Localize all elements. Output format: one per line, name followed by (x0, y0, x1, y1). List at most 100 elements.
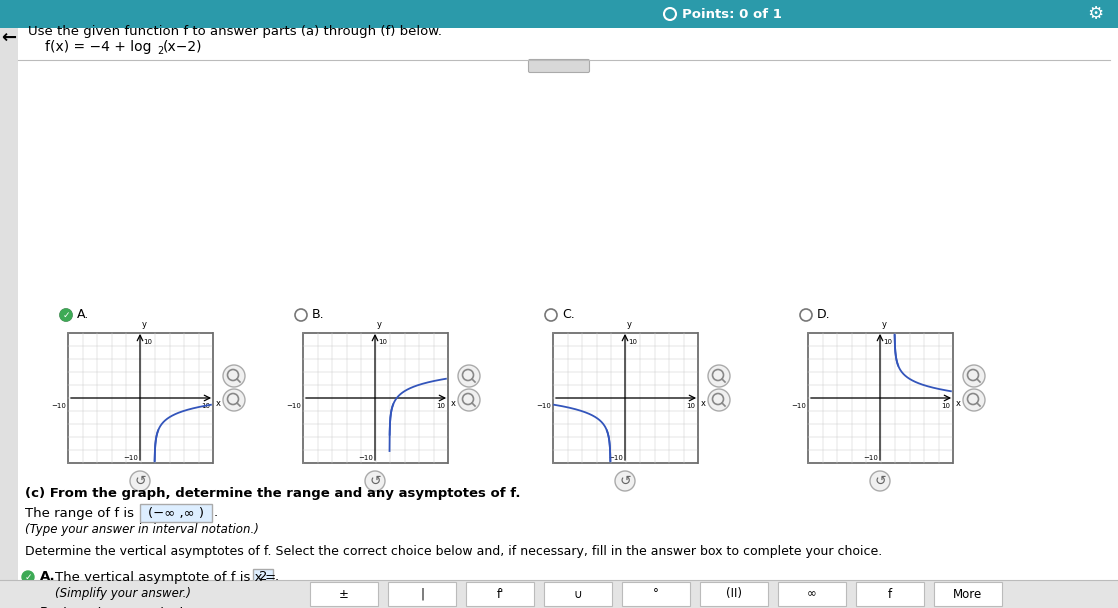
Circle shape (963, 389, 985, 411)
Text: 10: 10 (143, 339, 152, 345)
Text: ∞: ∞ (807, 587, 817, 601)
Text: −10: −10 (537, 403, 551, 409)
Circle shape (708, 365, 730, 387)
Text: y: y (882, 320, 887, 329)
Text: −10: −10 (792, 403, 806, 409)
Text: x: x (451, 399, 456, 408)
Circle shape (22, 607, 34, 608)
Bar (778, 582, 846, 606)
Bar (388, 582, 456, 606)
Bar (622, 582, 690, 606)
Text: x: x (956, 399, 961, 408)
Text: 10: 10 (201, 403, 210, 409)
Circle shape (458, 365, 480, 387)
Text: 10: 10 (941, 403, 950, 409)
Circle shape (295, 309, 307, 321)
Text: (Simplify your answer.): (Simplify your answer.) (55, 587, 191, 599)
Text: Use the given function f to answer parts (a) through (f) below.: Use the given function f to answer parts… (28, 26, 442, 38)
Text: Determine the vertical asymptotes of f. Select the correct choice below and, if : Determine the vertical asymptotes of f. … (25, 545, 882, 558)
Text: (c) From the graph, determine the range and any asymptotes of f.: (c) From the graph, determine the range … (25, 486, 521, 500)
Text: (−∞ ,∞ ): (−∞ ,∞ ) (148, 506, 203, 519)
Text: 10: 10 (436, 403, 445, 409)
Text: 10: 10 (378, 339, 387, 345)
Text: More: More (954, 587, 983, 601)
Circle shape (130, 471, 150, 491)
Text: ↺: ↺ (874, 474, 885, 488)
Text: ⚙: ⚙ (1087, 5, 1103, 23)
Text: x: x (216, 399, 221, 408)
Circle shape (708, 389, 730, 411)
Bar (0, 580, 1118, 608)
Text: (Type your answer in interval notation.): (Type your answer in interval notation.) (25, 523, 259, 536)
Bar (68, 333, 214, 463)
Bar (934, 582, 1002, 606)
Text: −10: −10 (608, 455, 623, 461)
Circle shape (544, 309, 557, 321)
Bar (808, 333, 953, 463)
Text: C.: C. (562, 308, 575, 322)
Text: −10: −10 (123, 455, 138, 461)
Text: The range of f is: The range of f is (25, 506, 139, 519)
Text: ↺: ↺ (619, 474, 631, 488)
Circle shape (222, 389, 245, 411)
Bar (700, 582, 768, 606)
Text: 10: 10 (686, 403, 695, 409)
Text: 2: 2 (157, 46, 163, 55)
Text: B.: B. (40, 607, 54, 608)
Text: f': f' (496, 587, 504, 601)
Text: ↺: ↺ (369, 474, 381, 488)
Circle shape (963, 365, 985, 387)
Text: A.: A. (40, 570, 56, 584)
Text: B.: B. (312, 308, 324, 322)
Circle shape (60, 309, 72, 321)
Text: °: ° (653, 587, 659, 601)
Text: Points: 0 of 1: Points: 0 of 1 (682, 7, 781, 21)
Text: −10: −10 (358, 455, 373, 461)
Circle shape (222, 365, 245, 387)
Text: y: y (377, 320, 382, 329)
Circle shape (22, 571, 34, 583)
FancyBboxPatch shape (529, 60, 589, 72)
Text: 10: 10 (628, 339, 637, 345)
Text: −10: −10 (863, 455, 878, 461)
Text: .: . (275, 570, 280, 584)
Text: y: y (627, 320, 632, 329)
Text: f(x) = −4 + log: f(x) = −4 + log (45, 40, 152, 54)
Text: ✓: ✓ (63, 311, 69, 319)
Text: ↺: ↺ (134, 474, 145, 488)
Text: ←: ← (1, 29, 17, 47)
Bar (0, 0, 1118, 28)
Text: .: . (214, 506, 218, 519)
Bar (544, 582, 612, 606)
Text: (II): (II) (726, 587, 742, 601)
Bar (310, 582, 378, 606)
Text: ✓: ✓ (25, 573, 31, 581)
Circle shape (364, 471, 385, 491)
Bar (140, 504, 212, 522)
Bar (253, 569, 273, 585)
Text: D.: D. (817, 308, 831, 322)
Circle shape (615, 471, 635, 491)
Bar (303, 333, 448, 463)
Text: x: x (701, 399, 705, 408)
Text: −10: −10 (286, 403, 301, 409)
Text: 10: 10 (883, 339, 892, 345)
Text: |: | (420, 587, 424, 601)
Bar (0, 28, 18, 580)
Text: y: y (142, 320, 146, 329)
Circle shape (458, 389, 480, 411)
Text: There is no vertical asymptote.: There is no vertical asymptote. (55, 607, 263, 608)
Text: −10: −10 (51, 403, 66, 409)
Text: A.: A. (77, 308, 89, 322)
Text: ±: ± (339, 587, 349, 601)
Text: f: f (888, 587, 892, 601)
Circle shape (800, 309, 812, 321)
Bar (553, 333, 698, 463)
Circle shape (60, 309, 72, 321)
Bar (466, 582, 534, 606)
Text: 2: 2 (258, 570, 267, 584)
Text: The vertical asymptote of f is x =: The vertical asymptote of f is x = (55, 570, 276, 584)
Circle shape (870, 471, 890, 491)
Text: (x−2): (x−2) (163, 40, 202, 54)
Bar (856, 582, 923, 606)
